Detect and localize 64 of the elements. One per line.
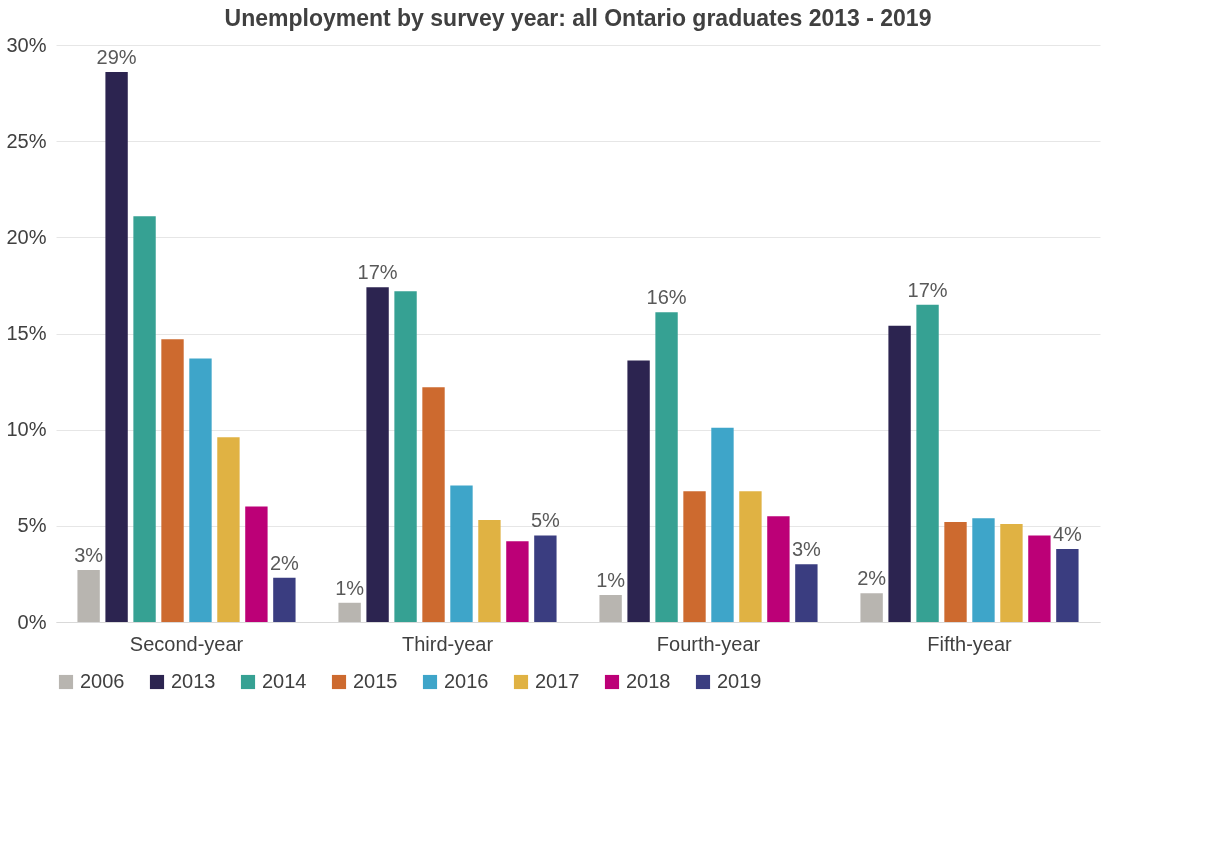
data-label: 1%	[596, 569, 626, 592]
bar	[394, 291, 417, 622]
y-tick-label: 10%	[6, 418, 47, 441]
x-tick-label: Third-year	[401, 632, 494, 655]
bar	[944, 521, 967, 622]
x-tick-label: Fourth-year	[656, 632, 761, 655]
data-label: 4%	[1052, 522, 1083, 545]
bar	[1056, 548, 1079, 622]
y-tick-label: 30%	[6, 33, 47, 56]
bar	[77, 570, 100, 622]
bar	[338, 602, 361, 622]
chart-title: Unemployment by survey year: all Ontario graduates 2013 - 2019	[224, 5, 932, 31]
bar	[422, 387, 445, 622]
bar	[506, 541, 529, 622]
bar	[972, 518, 995, 622]
legend-label: 2013	[171, 670, 216, 692]
y-tick-label: 5%	[17, 514, 47, 537]
y-tick-label: 25%	[6, 129, 47, 152]
data-label: 2%	[857, 567, 887, 590]
data-label: 17%	[357, 261, 398, 284]
bar	[1028, 535, 1051, 622]
data-label: 29%	[96, 45, 137, 68]
legend-label: 2019	[717, 670, 762, 692]
legend-label: 2018	[626, 670, 671, 692]
bar	[366, 287, 389, 622]
bar	[478, 520, 501, 622]
bar	[711, 427, 734, 622]
bar	[1000, 523, 1023, 622]
legend-label: 2015	[353, 670, 398, 692]
legend-label: 2006	[80, 670, 125, 692]
data-label: 3%	[74, 544, 104, 567]
bar	[133, 216, 156, 622]
y-tick-label: 15%	[6, 322, 47, 344]
data-label: 17%	[907, 278, 948, 301]
legend-label: 2017	[535, 670, 580, 692]
bar	[534, 535, 557, 622]
bar	[739, 491, 762, 622]
bar	[888, 325, 911, 622]
x-tick-label: Second-year	[129, 632, 244, 655]
bar	[599, 595, 622, 622]
x-tick-label: Fifth-year	[927, 632, 1013, 655]
legend-label: 2016	[444, 670, 489, 692]
data-label: 16%	[646, 286, 687, 309]
bar	[683, 491, 706, 622]
y-tick-label: 0%	[17, 610, 47, 633]
bar	[655, 312, 678, 622]
bar	[627, 360, 650, 622]
bar	[860, 593, 883, 622]
bar	[245, 506, 268, 622]
bar	[189, 358, 212, 622]
data-label: 5%	[530, 509, 561, 532]
bar	[161, 339, 184, 622]
bar	[795, 564, 818, 622]
y-tick-label: 20%	[6, 225, 47, 248]
bar	[916, 304, 939, 622]
data-label: 3%	[791, 538, 822, 561]
bar	[105, 71, 128, 622]
data-label: 1%	[335, 576, 365, 599]
bar	[273, 577, 296, 622]
bar	[767, 516, 790, 622]
legend-label: 2014	[262, 670, 307, 692]
data-label: 2%	[269, 551, 300, 574]
bar	[217, 437, 240, 622]
bar	[450, 485, 473, 622]
